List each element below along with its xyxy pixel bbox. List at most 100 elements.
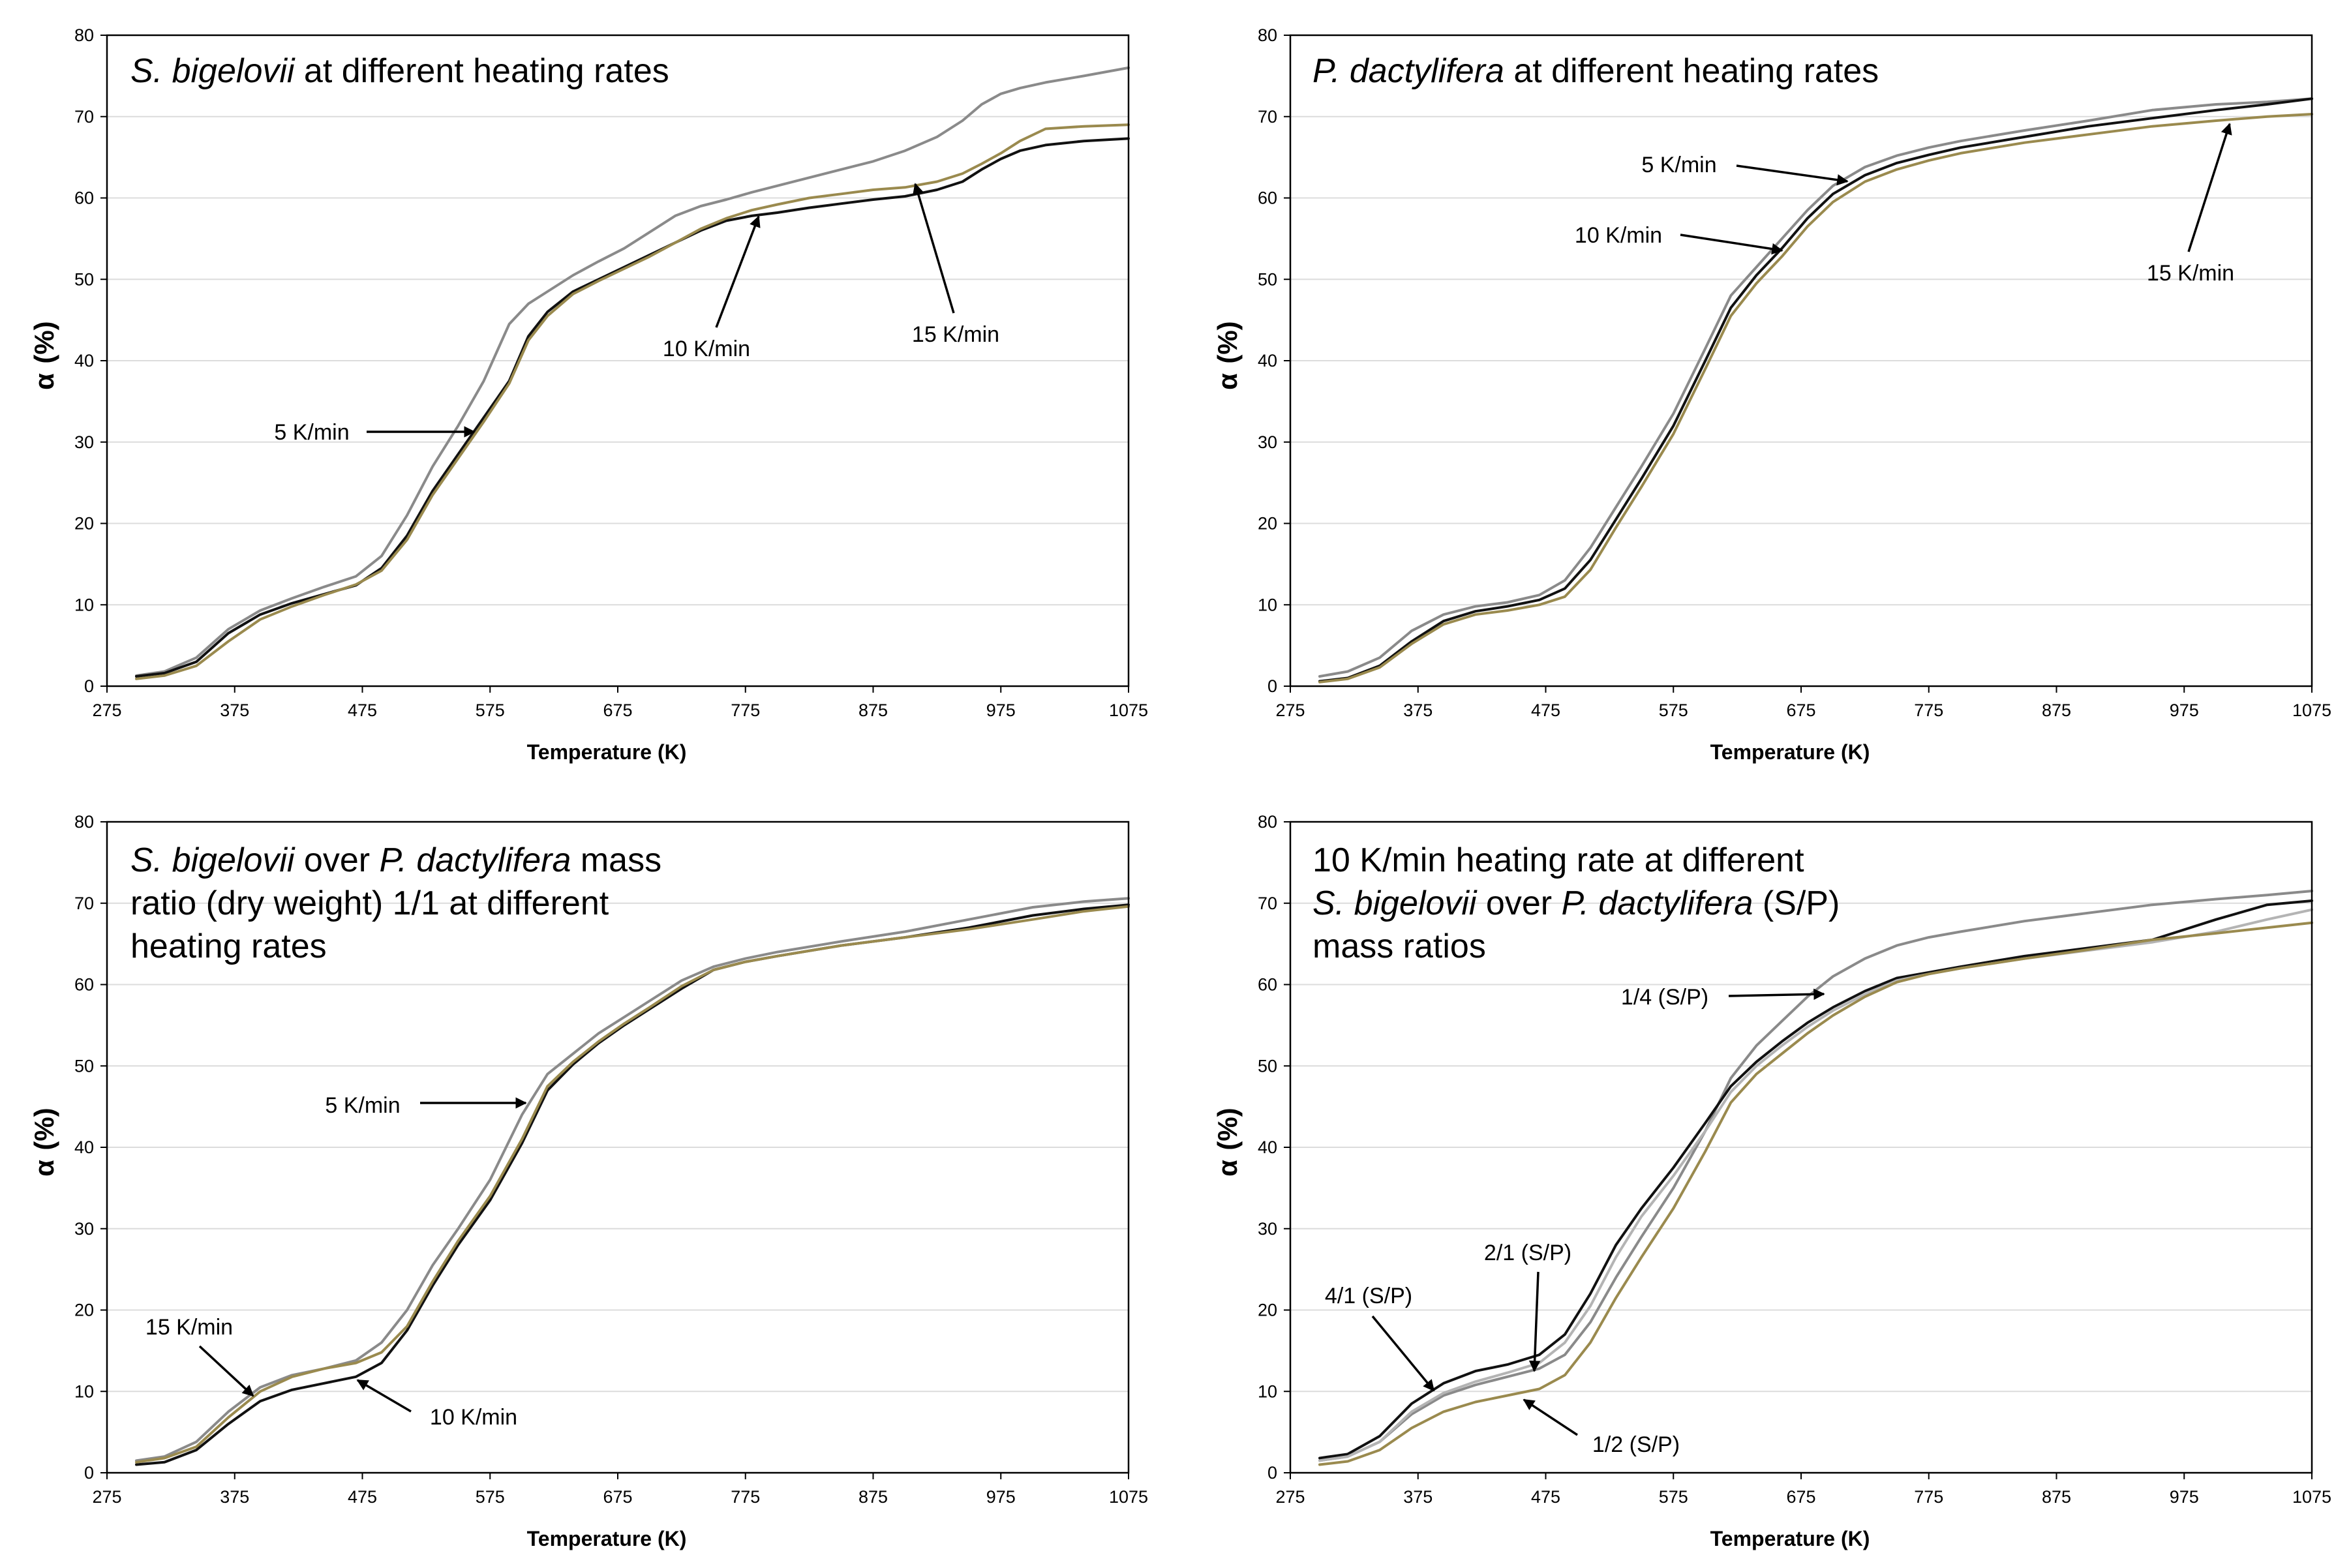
x-tick-label: 975: [2170, 1487, 2199, 1507]
y-tick-label: 0: [84, 676, 94, 696]
y-tick-label: 10: [1258, 595, 1277, 614]
chart-title-line: S. bigelovii over P. dactylifera (S/P): [1312, 884, 1840, 922]
y-axis-unit: (%): [1212, 1108, 1243, 1150]
x-tick-label: 575: [476, 1487, 505, 1507]
annotation-10-kmin: 10 K/min: [356, 1379, 517, 1430]
title-italic-run: P. dactylifera: [1312, 52, 1504, 90]
x-tick-label: 275: [1275, 701, 1305, 720]
y-tick-label: 0: [1267, 1463, 1277, 1483]
x-tick-labels: 275 375 475 575 675 775 875 975 1075: [92, 1473, 1148, 1507]
gridlines: [107, 115, 1129, 606]
y-tick-label: 30: [74, 1219, 94, 1239]
y-tick-label: 70: [1258, 894, 1277, 913]
y-tick-label: 20: [1258, 1301, 1277, 1320]
annotation-label: 10 K/min: [1575, 223, 1662, 248]
title-italic-run: S. bigelovii: [1312, 884, 1478, 922]
annotation-1-4-sp: 1/4 (S/P): [1621, 985, 1825, 1010]
annotation-label: 15 K/min: [912, 322, 999, 347]
x-tick-label: 475: [348, 701, 377, 720]
chart-title: P. dactylifera at different heating rate…: [1312, 52, 1879, 90]
x-tick-label: 1075: [1109, 1487, 1148, 1507]
y-tick-label: 40: [1258, 351, 1277, 370]
chart-title-line: 10 K/min heating rate at different: [1312, 841, 1804, 879]
title-run: mass: [571, 841, 661, 879]
title-run: 10 K/min heating rate at different: [1312, 841, 1804, 879]
y-axis-title: α (%): [1212, 321, 1243, 390]
x-tick-label: 475: [1531, 1487, 1560, 1507]
y-tick-label: 50: [1258, 269, 1277, 289]
y-axis-unit: (%): [29, 1108, 59, 1150]
x-tick-label: 1075: [2292, 701, 2331, 720]
y-tick-label: 30: [1258, 432, 1277, 452]
annotation-10-kmin: 10 K/min: [1575, 223, 1783, 255]
x-tick-label: 275: [92, 701, 121, 720]
x-tick-label: 875: [2042, 1487, 2071, 1507]
series-line-5-k-min: [135, 66, 1130, 677]
chart-title: S. bigelovii over P. dactylifera mass rat…: [130, 841, 661, 965]
x-tick-label: 875: [2042, 701, 2071, 720]
y-tick-labels: 0 10 20 30 40 50 60 70 80: [74, 25, 107, 696]
annotation-4-1-sp: 4/1 (S/P): [1325, 1284, 1435, 1392]
panel-2: 0 10 20 30 40 50 60 70 80 275 375 475 575 675 775 875 9…: [1212, 25, 2331, 764]
y-tick-label: 20: [74, 514, 94, 534]
x-tick-label: 375: [1403, 1487, 1433, 1507]
series-line-1-2-s-p: [1318, 921, 2313, 1466]
x-tick-label: 775: [1914, 701, 1943, 720]
title-run: ratio (dry weight) 1/1 at different: [130, 884, 609, 922]
y-tick-label: 60: [74, 975, 94, 995]
annotation-arrow: [1728, 988, 1825, 1001]
y-tick-labels: 0 10 20 30 40 50 60 70 80: [1258, 25, 1290, 696]
y-tick-label: 40: [74, 1138, 94, 1157]
y-tick-label: 10: [74, 1381, 94, 1401]
y-tick-label: 10: [74, 595, 94, 614]
y-axis-symbol: α: [29, 373, 59, 390]
x-tick-labels: 275 375 475 575 675 775 875 975 1075: [92, 686, 1148, 720]
y-tick-label: 0: [84, 1463, 94, 1483]
gridlines: [1290, 902, 2312, 1393]
y-tick-label: 20: [74, 1301, 94, 1320]
y-tick-label: 60: [1258, 188, 1277, 208]
y-tick-label: 20: [1258, 514, 1277, 534]
annotation-5-kmin: 5 K/min: [1641, 153, 1849, 186]
x-tick-label: 475: [348, 1487, 377, 1507]
annotation-label: 10 K/min: [663, 337, 750, 361]
x-axis-title: Temperature (K): [1710, 1527, 1870, 1550]
x-axis-title: Temperature (K): [1710, 740, 1870, 764]
title-run: over: [294, 841, 379, 879]
annotation-label: 5 K/min: [274, 420, 349, 445]
title-italic-run: S. bigelovii: [130, 52, 296, 90]
y-axis-unit: (%): [29, 321, 59, 363]
y-axis-symbol: α: [1212, 1160, 1243, 1177]
chart-title-line: S. bigelovii at different heating rates: [130, 52, 669, 90]
y-tick-label: 10: [1258, 1381, 1277, 1401]
x-tick-label: 775: [731, 701, 760, 720]
title-run: heating rates: [130, 927, 327, 965]
title-italic-run: P. dactylifera: [1562, 884, 1753, 922]
chart-title: 10 K/min heating rate at different S. big…: [1312, 841, 1840, 965]
y-tick-label: 80: [74, 25, 94, 45]
y-axis-symbol: α: [1212, 373, 1243, 390]
y-tick-label: 70: [74, 894, 94, 913]
annotation-arrow: [715, 215, 761, 328]
annotation-label: 15 K/min: [2147, 261, 2234, 286]
y-tick-label: 60: [74, 188, 94, 208]
x-tick-labels: 275 375 475 575 675 775 875 975 1075: [1275, 686, 2331, 720]
annotation-15-kmin: 15 K/min: [2147, 123, 2234, 286]
x-tick-label: 875: [858, 1487, 888, 1507]
annotation-label: 5 K/min: [1641, 153, 1716, 177]
x-tick-label: 575: [1659, 701, 1688, 720]
annotation-arrow: [913, 183, 955, 314]
chart-title-line: ratio (dry weight) 1/1 at different: [130, 884, 609, 922]
x-tick-label: 1075: [2292, 1487, 2331, 1507]
y-axis-title: α (%): [29, 321, 59, 390]
chart-title: S. bigelovii at different heating rates: [130, 52, 669, 90]
annotation-label: 10 K/min: [430, 1405, 517, 1430]
series-line-4-1-s-p: [1318, 899, 2313, 1460]
x-tick-label: 475: [1531, 701, 1560, 720]
x-tick-label: 275: [1275, 1487, 1305, 1507]
y-axis-unit: (%): [1212, 321, 1243, 363]
gridlines: [107, 902, 1129, 1393]
x-tick-label: 675: [1786, 1487, 1815, 1507]
y-tick-label: 40: [74, 351, 94, 370]
series-line-10-k-min: [1318, 97, 2313, 683]
